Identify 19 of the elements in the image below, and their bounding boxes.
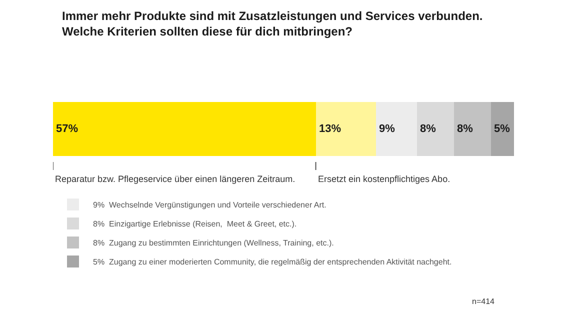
text: n=414 bbox=[472, 297, 496, 306]
bar bbox=[491, 102, 514, 156]
data-label: 8% bbox=[457, 123, 474, 135]
data-label: 9% bbox=[379, 123, 396, 135]
data-label: 13% bbox=[319, 123, 342, 135]
legend-label: 8% Einzigartige Erlebnisse (Reisen, Meet & Greet, etc.). bbox=[93, 220, 297, 229]
bar bbox=[376, 102, 417, 156]
legend-label: 8% Zugang zu bestimmten Einrichtungen (Wellness, Training, etc.). bbox=[93, 238, 334, 248]
data-label: 8% bbox=[420, 123, 436, 135]
legend-label: 5% Zugang zu einer moderierten Community, die regelmäßig der entsprechenden Aktivität nachgeht. bbox=[93, 258, 452, 267]
bar bbox=[417, 102, 454, 156]
data-label: 5% bbox=[494, 123, 510, 135]
bar bbox=[454, 102, 491, 156]
bar bbox=[316, 102, 376, 156]
data-label: 57% bbox=[56, 123, 78, 135]
chart-title: Immer mehr Produkte sind mit Zusatzleistungen und Services verbunden. Welche Kriterien sollten diese für dich mitbringen? bbox=[62, 9, 483, 39]
series-label: Ersetzt ein kostenpflichtiges Abo. bbox=[318, 174, 450, 184]
series-label: Reparatur bzw. Pflegeservice über einen längeren Zeitraum. bbox=[55, 174, 296, 184]
legend-label: 9% Wechselnde Vergünstigungen und Vorteile verschiedener Art. bbox=[93, 200, 326, 210]
